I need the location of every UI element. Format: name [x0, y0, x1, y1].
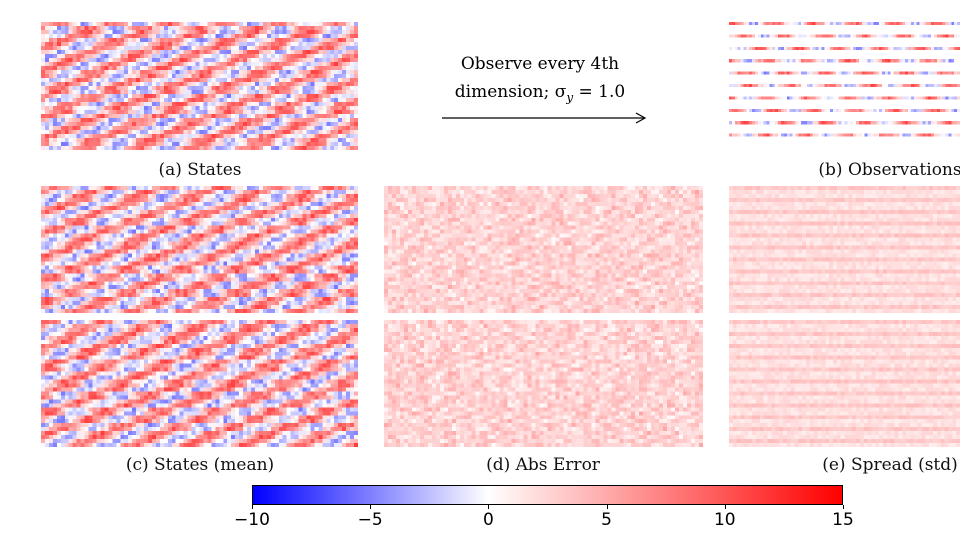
states-heatmap — [41, 22, 358, 150]
right-arrow-icon — [442, 112, 647, 124]
abs-error-heatmap-top — [384, 186, 703, 313]
observations-heatmap — [729, 22, 960, 146]
caption-d: (d) Abs Error — [486, 455, 600, 475]
colorbar — [252, 485, 843, 505]
spread-heatmap-top — [729, 186, 960, 313]
colorbar-tick — [370, 505, 372, 509]
colorbar-tick-label: 10 — [713, 510, 736, 530]
colorbar-tick-label: −10 — [234, 510, 270, 530]
observation-annotation: Observe every 4th dimension; σy = 1.0 — [455, 50, 625, 111]
colorbar-tick-label: 15 — [832, 510, 854, 530]
abs-error-heatmap-bottom — [384, 320, 703, 447]
colorbar-tick — [488, 505, 490, 509]
caption-e: (e) Spread (std) — [822, 455, 958, 475]
states-mean-heatmap-bottom — [41, 320, 358, 447]
colorbar-tick — [252, 505, 253, 509]
caption-c: (c) States (mean) — [125, 455, 275, 475]
colorbar-tick-label: 5 — [601, 510, 613, 530]
annotation-line-2: dimension; σy = 1.0 — [454, 82, 626, 105]
colorbar-tick — [606, 505, 608, 509]
states-mean-heatmap-top — [41, 186, 358, 313]
caption-b: (b) Observations — [818, 160, 960, 180]
annotation-line-1: Observe every 4th — [460, 54, 620, 74]
caption-a: (a) States — [158, 160, 242, 180]
colorbar-tick — [724, 505, 726, 509]
colorbar-tick-label: 0 — [482, 510, 494, 530]
colorbar-tick — [843, 505, 844, 509]
spread-heatmap-bottom — [729, 320, 960, 447]
colorbar-tick-label: −5 — [357, 510, 383, 530]
